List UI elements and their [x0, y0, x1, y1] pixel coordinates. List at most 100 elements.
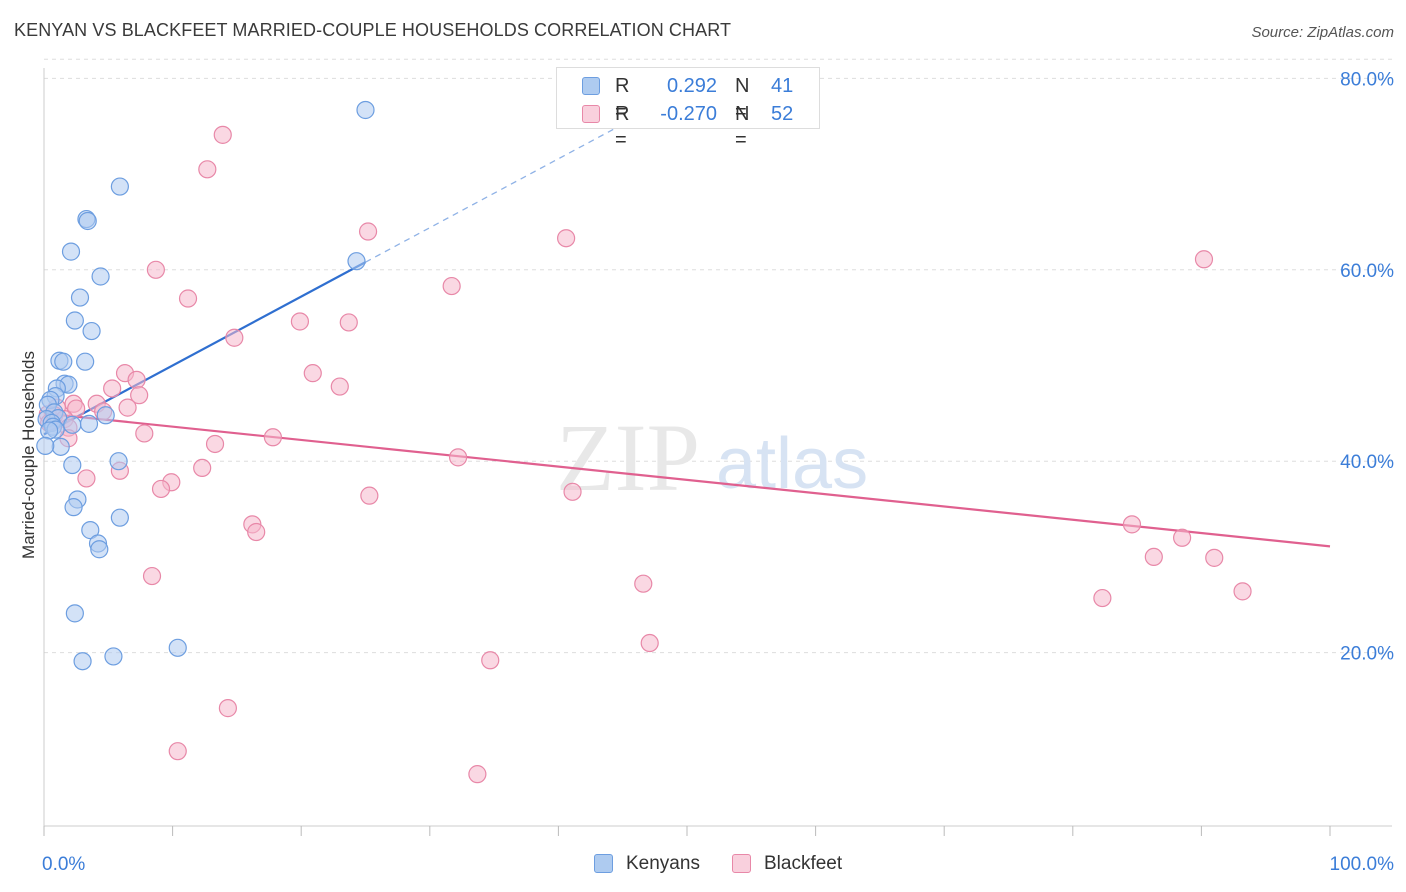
legend-n-label: N =: [735, 75, 750, 123]
kenyans-point: [81, 521, 100, 540]
kenyans-point: [61, 242, 81, 261]
kenyans-point: [73, 652, 92, 671]
chart-title: KENYAN VS BLACKFEET MARRIED-COUPLE HOUSE…: [14, 20, 732, 40]
kenyans-point: [63, 415, 82, 434]
kenyans-point: [78, 211, 97, 231]
blackfeet-point: [127, 370, 146, 389]
blackfeet-point: [168, 742, 187, 761]
blackfeet-point: [339, 313, 358, 332]
legend-r-value: -0.270: [660, 103, 717, 125]
kenyans-point: [96, 406, 115, 425]
kenyans-point: [54, 352, 73, 371]
blackfeet-point: [218, 699, 237, 718]
kenyans-point: [110, 177, 129, 196]
kenyans-point: [64, 498, 83, 517]
blackfeet-point: [557, 229, 576, 248]
correlation-legend: R = 0.292 N = 41 R = -0.270 N = 52: [556, 67, 820, 151]
kenyans-legend-swatch: [594, 854, 613, 873]
kenyans-point: [82, 321, 101, 341]
blackfeet-point: [135, 424, 154, 443]
watermark-atlas: atlas: [716, 424, 868, 504]
blackfeet-point: [640, 633, 659, 653]
y-tick-label: 20.0%: [1340, 644, 1394, 665]
legend-r-value: 0.292: [666, 75, 717, 97]
blackfeet-legend-swatch: [732, 854, 751, 873]
blackfeet-point: [330, 377, 349, 396]
blackfeet-point: [1194, 250, 1214, 269]
blackfeet-point: [263, 428, 283, 447]
blackfeet-point: [1173, 528, 1192, 547]
blackfeet-point: [193, 458, 212, 477]
kenyans-point: [90, 540, 109, 559]
kenyans-swatch: [582, 77, 600, 95]
blackfeet-point: [303, 364, 322, 383]
kenyans-legend-label: Kenyans: [626, 853, 700, 874]
blackfeet-point: [1205, 548, 1224, 567]
legend-r-label: R =: [615, 103, 630, 151]
blackfeet-point: [118, 398, 137, 417]
blackfeet-trend-line: [43, 412, 1331, 548]
blackfeet-point: [130, 386, 149, 405]
blackfeet-point: [358, 222, 378, 241]
kenyans-point: [63, 455, 82, 475]
zipatlas-watermark: ZIP atlas: [556, 404, 868, 511]
kenyans-trend-extension: [365, 89, 688, 263]
blackfeet-point: [468, 765, 487, 784]
blackfeet-point: [1093, 588, 1112, 608]
legend-n-label: N =: [735, 103, 750, 151]
kenyans-point: [110, 508, 129, 527]
x-tick-label: 100.0%: [1330, 854, 1395, 875]
legend-r-label: R =: [615, 75, 630, 123]
kenyans-point: [91, 267, 110, 286]
blackfeet-point: [634, 574, 653, 593]
blackfeet-point: [103, 379, 122, 398]
kenyans-point: [65, 604, 84, 623]
legend-n-value: 52: [771, 103, 794, 125]
y-axis-label: Married-couple Households: [19, 351, 38, 559]
blackfeet-point: [481, 651, 500, 670]
kenyans-point: [36, 436, 55, 455]
blackfeet-point: [151, 479, 171, 499]
kenyans-point: [109, 452, 128, 471]
blackfeet-point: [247, 522, 266, 542]
y-tick-label: 40.0%: [1340, 452, 1394, 473]
blackfeet-point: [198, 160, 217, 179]
kenyans-point: [51, 437, 70, 456]
kenyans-point: [104, 647, 123, 666]
data-points: [36, 100, 1252, 784]
kenyans-point: [347, 252, 366, 271]
blackfeet-point: [563, 482, 582, 501]
kenyans-point: [168, 638, 187, 657]
grid-lines: [44, 58, 1392, 654]
blackfeet-point: [225, 328, 244, 347]
kenyans-point: [65, 311, 84, 330]
blackfeet-point: [77, 469, 96, 488]
blackfeet-legend-label: Blackfeet: [764, 853, 843, 874]
kenyans-point: [79, 414, 99, 433]
y-tick-label: 80.0%: [1340, 69, 1394, 90]
kenyans-point: [40, 421, 59, 440]
blackfeet-point: [290, 312, 310, 331]
blackfeet-point: [442, 276, 461, 296]
blackfeet-point: [142, 566, 162, 586]
legend-n-value: 41: [771, 75, 794, 97]
kenyans-point: [70, 288, 90, 307]
blackfeet-point: [1122, 515, 1142, 534]
blackfeet-swatch: [582, 105, 600, 123]
y-tick-label: 60.0%: [1340, 261, 1394, 282]
source-credit: Source: ZipAtlas.com: [1251, 24, 1394, 41]
y-axis-tick-labels: 20.0% 40.0% 60.0% 80.0%: [1340, 69, 1394, 664]
blackfeet-point: [205, 434, 225, 454]
x-tick-label: 0.0%: [42, 854, 85, 875]
kenyans-point: [76, 352, 95, 371]
blackfeet-point: [1144, 547, 1163, 567]
kenyans-point: [356, 100, 375, 120]
x-axis-tick-labels: 0.0% 100.0%: [42, 854, 1394, 875]
blackfeet-point: [213, 125, 232, 144]
blackfeet-point: [360, 486, 379, 505]
blackfeet-point: [178, 289, 198, 308]
blackfeet-point: [146, 260, 165, 279]
blackfeet-point: [448, 448, 468, 467]
blackfeet-point: [1233, 582, 1252, 601]
